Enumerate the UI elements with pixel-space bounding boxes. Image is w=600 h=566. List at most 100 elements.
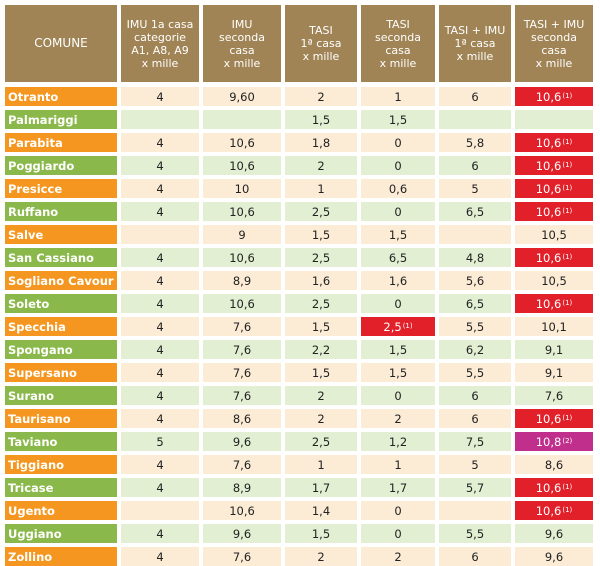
table-row: San Cassiano 4 10,6 2,5 6,5 4,8 10,6 (1) [5, 248, 595, 267]
rate-cell: 2 [285, 386, 357, 405]
table-row: Sogliano Cavour 4 8,9 1,6 1,6 5,6 10,5 [5, 271, 595, 290]
rate-cell: 5 [439, 455, 511, 474]
footnote-marker: (2) [562, 436, 573, 445]
comune-name: Zollino [5, 547, 117, 566]
rate-value: 1,7 [388, 480, 408, 495]
rate-cell: 2,5 [285, 202, 357, 221]
rate-value: 7,6 [232, 342, 252, 357]
rate-value: 8,6 [232, 411, 252, 426]
rate-cell: 4 [121, 409, 199, 428]
rate-value: 2 [317, 158, 325, 173]
rate-value: 1 [394, 89, 402, 104]
rate-value: 6 [471, 89, 479, 104]
rate-cell: 10,6 (1) [515, 409, 593, 428]
rate-cell: 1 [285, 455, 357, 474]
rate-value: 10,6 [535, 411, 562, 426]
rate-value: 10,5 [541, 273, 567, 288]
comune-name: Taurisano [5, 409, 117, 428]
rate-cell: 6,5 [361, 248, 435, 267]
rate-value: 9,6 [232, 526, 252, 541]
rate-value: 6,2 [465, 342, 485, 357]
footnote-marker: (1) [562, 91, 573, 100]
rate-cell [439, 501, 511, 520]
rate-value: 4 [156, 549, 164, 564]
rate-cell: 10,6 [203, 133, 281, 152]
table-row: Soleto 4 10,6 2,5 0 6,5 10,6 (1) [5, 294, 595, 313]
rate-cell: 7,5 [439, 432, 511, 451]
table-row: Tricase 4 8,9 1,7 1,7 5,7 10,6 (1) [5, 478, 595, 497]
rate-cell: 4 [121, 294, 199, 313]
rate-value: 7,6 [232, 457, 252, 472]
header-label: TASI + IMU seconda casa x mille [523, 17, 585, 70]
rate-value: 4 [156, 273, 164, 288]
rate-value: 10,6 [535, 503, 562, 518]
rate-cell: 10 [203, 179, 281, 198]
rate-cell: 10,6 (1) [515, 248, 593, 267]
header-tasi-seconda-casa: TASI seconda casa x mille [361, 5, 435, 82]
rate-cell: 10,6 (1) [515, 202, 593, 221]
rate-cell: 4,8 [439, 248, 511, 267]
rate-value: 1,5 [388, 342, 408, 357]
rate-value: 5 [471, 457, 479, 472]
rate-cell: 1,5 [361, 225, 435, 244]
comune-name: Tiggiano [5, 455, 117, 474]
rate-value: 0 [394, 503, 402, 518]
rate-value: 4 [156, 457, 164, 472]
rate-cell: 7,6 [203, 317, 281, 336]
rate-value: 10,8 [535, 434, 562, 449]
header-label: IMU seconda casa x mille [219, 17, 265, 70]
rate-value: 2 [394, 411, 402, 426]
rate-cell: 1,5 [285, 110, 357, 129]
rate-value: 5,5 [465, 319, 485, 334]
rate-value: 8,9 [232, 273, 252, 288]
rate-cell: 5,5 [439, 317, 511, 336]
rate-cell: 7,6 [515, 386, 593, 405]
rate-value: 5,5 [465, 365, 485, 380]
rate-value: 5 [156, 434, 164, 449]
rate-value: 4 [156, 342, 164, 357]
rate-value: 10,6 [535, 135, 562, 150]
rate-cell: 4 [121, 478, 199, 497]
rate-cell: 2,5 [285, 248, 357, 267]
rate-cell: 2 [361, 547, 435, 566]
rate-value: 10,6 [229, 135, 255, 150]
rate-value: 5,5 [465, 526, 485, 541]
table-row: Presicce 4 10 1 0,6 5 10,6 (1) [5, 179, 595, 198]
rate-cell: 9,6 [515, 547, 593, 566]
rate-value: 2,5 [311, 204, 331, 219]
comune-name: Ruffano [5, 202, 117, 221]
rate-value: 4 [156, 158, 164, 173]
rate-cell: 4 [121, 179, 199, 198]
rate-value: 4 [156, 388, 164, 403]
rate-value: 4 [156, 526, 164, 541]
table-row: Zollino 4 7,6 2 2 6 9,6 [5, 547, 595, 566]
rate-value: 10 [234, 181, 250, 196]
rate-value: 7,6 [232, 388, 252, 403]
rate-cell: 2 [361, 409, 435, 428]
rate-value: 2 [317, 89, 325, 104]
rate-value: 1 [317, 181, 325, 196]
rate-cell: 1,5 [361, 340, 435, 359]
comune-name: Presicce [5, 179, 117, 198]
footnote-marker: (1) [562, 252, 573, 261]
comune-name: Taviano [5, 432, 117, 451]
rate-cell: 0 [361, 294, 435, 313]
rate-value: 5,7 [465, 480, 485, 495]
table-body: Otranto 4 9,60 2 1 6 10,6 (1) Palmariggi 1,5 1,5 Pa… [5, 87, 595, 566]
header-label: IMU 1a casa categorie A1, A8, A9 x mille [126, 17, 194, 70]
table-row: Ruffano 4 10,6 2,5 0 6,5 10,6 (1) [5, 202, 595, 221]
header-comune: COMUNE [5, 5, 117, 82]
rate-value: 9 [238, 227, 246, 242]
table-row: Otranto 4 9,60 2 1 6 10,6 (1) [5, 87, 595, 106]
header-label: TASI 1ª casa x mille [300, 24, 342, 63]
rate-value: 1,5 [388, 365, 408, 380]
rate-value: 1,4 [311, 503, 331, 518]
rate-value: 2,2 [311, 342, 331, 357]
footnote-marker: (1) [402, 321, 413, 330]
rate-cell: 10,6 [203, 156, 281, 175]
rate-cell: 4 [121, 202, 199, 221]
rate-cell: 0 [361, 156, 435, 175]
rate-value: 10,6 [229, 250, 255, 265]
rate-value: 10,6 [535, 480, 562, 495]
rate-value: 2,5 [311, 434, 331, 449]
